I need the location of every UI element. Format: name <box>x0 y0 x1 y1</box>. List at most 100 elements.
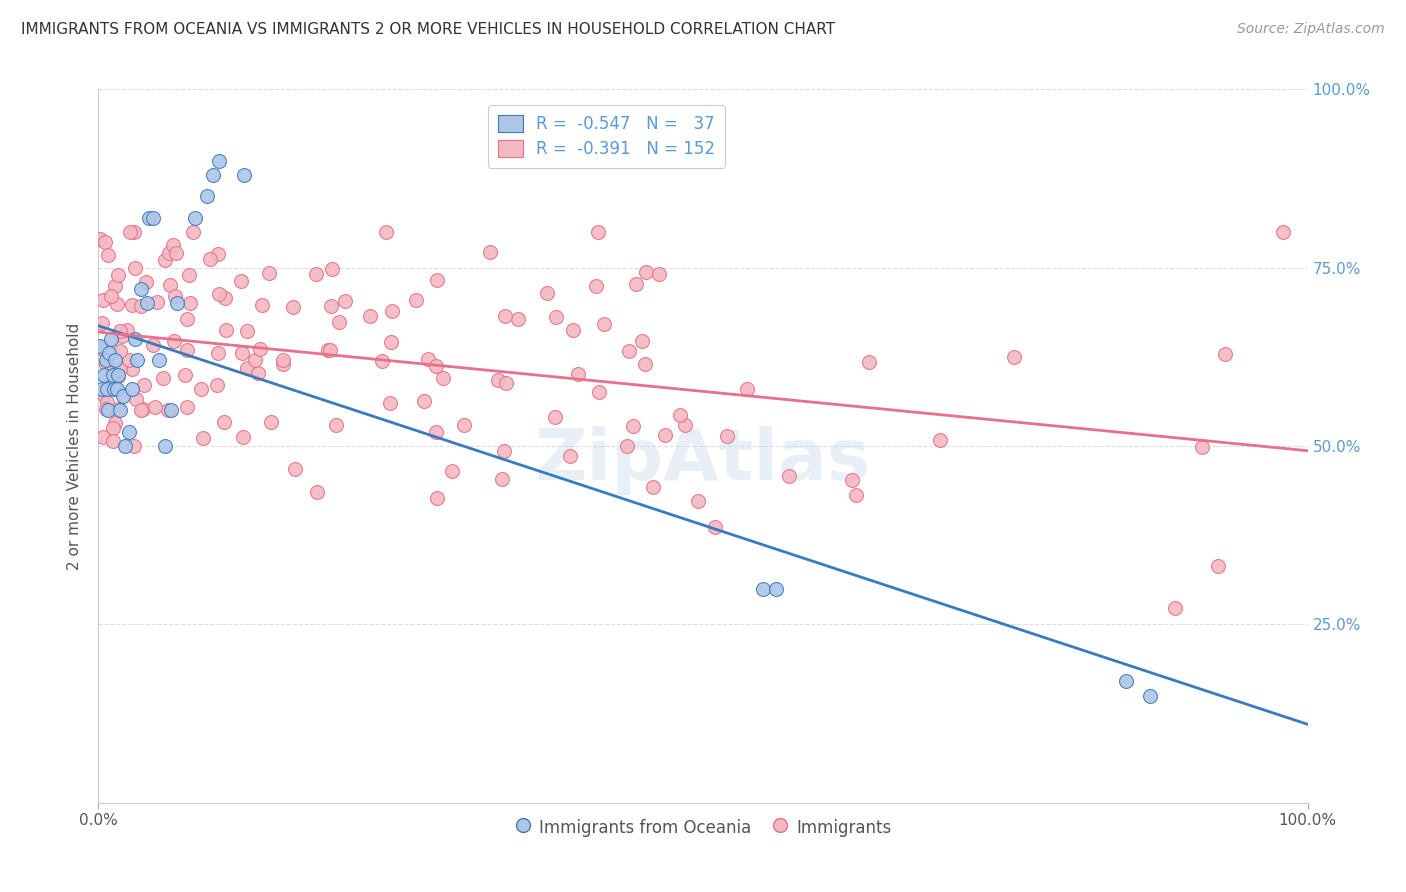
Point <box>231 346 253 360</box>
Point <box>735 382 758 396</box>
Point <box>142 211 165 225</box>
Point <box>97 403 120 417</box>
Point <box>486 372 509 386</box>
Point <box>207 345 229 359</box>
Point <box>157 403 180 417</box>
Point <box>319 343 342 357</box>
Point <box>89 339 111 353</box>
Point <box>124 261 146 276</box>
Point <box>1191 440 1213 454</box>
Point <box>98 370 121 384</box>
Point <box>107 268 129 283</box>
Point <box>135 275 157 289</box>
Point <box>91 430 114 444</box>
Point <box>536 286 558 301</box>
Point <box>232 168 254 182</box>
Point <box>159 245 181 260</box>
Point <box>146 294 169 309</box>
Point <box>91 293 114 307</box>
Point <box>101 434 124 448</box>
Point <box>207 247 229 261</box>
Point <box>152 371 174 385</box>
Point <box>195 189 218 203</box>
Point <box>100 332 122 346</box>
Point <box>425 359 447 374</box>
Point <box>491 472 513 486</box>
Point <box>177 268 200 282</box>
Point <box>1206 558 1229 573</box>
Text: IMMIGRANTS FROM OCEANIA VS IMMIGRANTS 2 OR MORE VEHICLES IN HOUSEHOLD CORRELATIO: IMMIGRANTS FROM OCEANIA VS IMMIGRANTS 2 … <box>21 22 835 37</box>
Point <box>593 317 616 331</box>
Point <box>183 225 205 239</box>
Point <box>1115 674 1137 689</box>
Point <box>1002 350 1025 364</box>
Point <box>108 344 131 359</box>
Point <box>148 353 170 368</box>
Point <box>118 352 141 367</box>
Point <box>235 324 257 338</box>
Point <box>122 225 145 239</box>
Point <box>91 382 114 396</box>
Point <box>453 418 475 433</box>
Point <box>765 582 787 596</box>
Point <box>105 296 128 310</box>
Point <box>929 433 952 447</box>
Point <box>243 353 266 368</box>
Point <box>114 439 136 453</box>
Point <box>127 353 149 368</box>
Point <box>153 252 176 267</box>
Point <box>1139 689 1161 703</box>
Point <box>359 309 381 323</box>
Text: Source: ZipAtlas.com: Source: ZipAtlas.com <box>1237 22 1385 37</box>
Point <box>131 403 153 417</box>
Point <box>108 403 131 417</box>
Point <box>333 293 356 308</box>
Point <box>93 388 115 402</box>
Point <box>118 425 141 439</box>
Point <box>669 408 692 422</box>
Point <box>236 361 259 376</box>
Point <box>558 449 581 463</box>
Point <box>426 272 449 286</box>
Point <box>166 296 188 310</box>
Point <box>319 299 342 313</box>
Point <box>232 430 254 444</box>
Y-axis label: 2 or more Vehicles in Household: 2 or more Vehicles in Household <box>67 322 83 570</box>
Point <box>117 323 139 337</box>
Point <box>89 341 111 355</box>
Point <box>176 312 198 326</box>
Point <box>108 362 131 376</box>
Point <box>94 401 117 416</box>
Point <box>845 488 868 502</box>
Point <box>260 415 283 429</box>
Point <box>176 343 198 357</box>
Point <box>179 296 201 310</box>
Point <box>131 402 153 417</box>
Point <box>494 310 516 324</box>
Point <box>432 371 454 385</box>
Point <box>495 376 517 391</box>
Point <box>93 368 115 382</box>
Point <box>121 298 143 312</box>
Point <box>160 403 183 417</box>
Point <box>567 367 589 381</box>
Point <box>492 443 515 458</box>
Point <box>841 473 863 487</box>
Point <box>100 289 122 303</box>
Point <box>104 279 127 293</box>
Point <box>544 310 567 325</box>
Point <box>125 392 148 406</box>
Point <box>143 401 166 415</box>
Point <box>101 368 124 382</box>
Point <box>103 382 125 396</box>
Point <box>281 300 304 314</box>
Point <box>479 244 502 259</box>
Point <box>159 278 181 293</box>
Point <box>426 491 449 505</box>
Point <box>229 274 252 288</box>
Point <box>135 296 157 310</box>
Point <box>111 389 134 403</box>
Point <box>617 343 640 358</box>
Point <box>163 334 186 349</box>
Point <box>184 211 207 225</box>
